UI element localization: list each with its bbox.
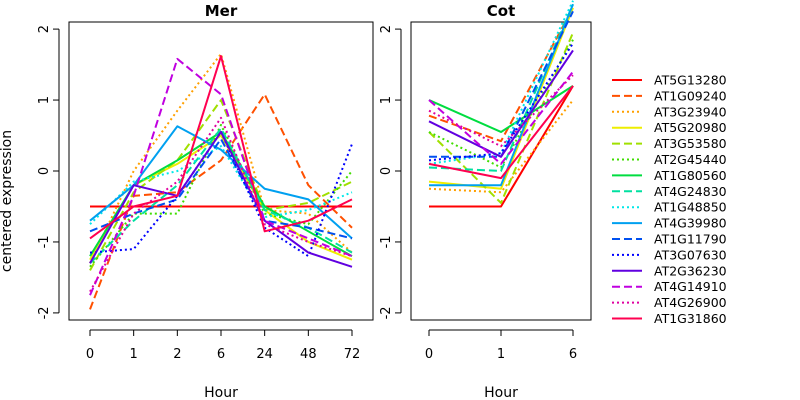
legend-label: AT1G09240 [654, 88, 727, 103]
mer-y-tick-label: 2 [37, 25, 52, 33]
panel-mer-lines [89, 52, 353, 310]
mer-x-tick-label: 1 [130, 347, 138, 362]
legend-entry: AT4G14910 [612, 279, 727, 294]
mer-series-line-at1g31860 [89, 55, 353, 240]
cot-series-line-at4g39980 [429, 3, 574, 187]
legend-label: AT3G53580 [654, 136, 727, 151]
legend-label: AT5G20980 [654, 120, 727, 135]
panel-mer-xlabel: Hour [204, 385, 238, 400]
legend-label: AT1G11790 [654, 232, 727, 247]
panel-cot-lines [428, 0, 574, 208]
cot-y-tick-label: 0 [379, 167, 394, 175]
legend-label: AT4G39980 [654, 216, 727, 231]
legend-entry: AT3G53580 [612, 136, 727, 151]
legend-entry: AT5G20980 [612, 120, 727, 135]
legend-entry: AT3G07630 [612, 247, 727, 262]
legend-entry: AT4G39980 [612, 216, 727, 231]
cot-series-line-at5g13280 [429, 85, 574, 208]
legend-entry: AT3G23940 [612, 104, 727, 119]
legend-entry: AT4G24830 [612, 184, 727, 199]
mer-y-tick-label: 1 [37, 96, 52, 104]
legend-label: AT1G48850 [654, 200, 727, 215]
legend-entry: AT4G26900 [612, 295, 727, 310]
cot-series-line-at4g26900 [428, 74, 574, 148]
mer-x-tick-label: 6 [217, 347, 225, 362]
legend-entry: AT2G36230 [612, 263, 727, 278]
cot-y-tick-label: 1 [379, 96, 394, 104]
cot-y-tick-label: 2 [379, 25, 394, 33]
mer-series-line-at1g11790 [89, 138, 353, 240]
cot-x-tick-label: 0 [425, 347, 433, 362]
mer-x-tick-label: 72 [344, 347, 361, 362]
legend-label: AT4G24830 [654, 184, 727, 199]
cot-series-line-at3g23940 [428, 99, 574, 194]
cot-series-line-at2g45440 [428, 39, 574, 169]
mer-x-tick-label: 48 [300, 347, 317, 362]
mer-series-line-at3g53580 [89, 99, 353, 271]
legend-entry: AT5G13280 [612, 73, 727, 88]
cot-series-line-at1g31860 [428, 85, 574, 180]
cot-y-tick-label: -2 [379, 306, 394, 319]
mer-x-tick-label: 2 [173, 347, 181, 362]
legend-entry: AT2G45440 [612, 152, 727, 167]
panel-cot-title: Cot [487, 2, 515, 20]
legend-label: AT1G31860 [654, 311, 727, 326]
legend-label: AT3G07630 [654, 247, 727, 262]
legend-label: AT4G14910 [654, 279, 727, 294]
panel-mer: Mer Hour centered expression 0 1 2 6 24 48 72 -… [0, 2, 374, 400]
legend-label: AT3G23940 [654, 104, 727, 119]
cot-x-tick-label: 6 [569, 347, 577, 362]
legend-entry: AT1G11790 [612, 232, 727, 247]
mer-series-line-at1g48850 [89, 145, 353, 225]
cot-series-line-at1g09240 [428, 7, 574, 143]
mer-x-tick-label: 24 [256, 347, 273, 362]
cot-y-tick-label: -1 [379, 235, 394, 248]
legend-label: AT2G45440 [654, 152, 727, 167]
mer-x-tick-label: 0 [86, 347, 94, 362]
panel-cot-plot-frame [410, 21, 592, 321]
panel-mer-plot-frame [68, 21, 374, 321]
panel-cot: Cot Hour 0 1 6 -2 -1 0 1 2 [379, 0, 592, 400]
panel-mer-axes: 0 1 2 6 24 48 72 -2 -1 0 1 2 [37, 25, 360, 362]
mer-series-line-at4g14910 [89, 57, 353, 296]
panel-cot-xlabel: Hour [484, 385, 518, 400]
panel-cot-axes: 0 1 6 -2 -1 0 1 2 [379, 25, 577, 362]
legend-entry: AT1G48850 [612, 200, 727, 215]
mer-y-tick-label: 0 [37, 167, 52, 175]
cot-series-line-at1g80560 [428, 85, 574, 133]
mer-y-tick-label: -1 [37, 235, 52, 248]
legend-label: AT4G26900 [654, 295, 727, 310]
cot-series-line-at4g14910 [428, 71, 574, 165]
mer-y-tick-label: -2 [37, 306, 52, 319]
cot-series-line-at2g36230 [428, 49, 574, 158]
legend-label: AT2G36230 [654, 263, 727, 278]
legend-entry: AT1G80560 [612, 168, 727, 183]
mer-series-line-at2g45440 [89, 123, 353, 268]
cot-series-line-at5g20980 [428, 7, 574, 190]
panel-mer-title: Mer [205, 2, 238, 20]
legend: AT5G13280AT1G09240AT3G23940AT5G20980AT3G… [612, 73, 727, 326]
cot-series-line-at3g53580 [428, 32, 574, 204]
panel-mer-ylabel: centered expression [0, 130, 15, 272]
legend-entry: AT1G31860 [612, 311, 727, 326]
mer-series-line-at2g36230 [89, 130, 353, 268]
cot-series-line-at1g48850 [428, 0, 574, 165]
cot-x-tick-label: 1 [497, 347, 505, 362]
legend-label: AT5G13280 [654, 73, 727, 88]
legend-label: AT1G80560 [654, 168, 727, 183]
legend-entry: AT1G09240 [612, 88, 727, 103]
mer-series-line-at4g26900 [89, 116, 353, 293]
